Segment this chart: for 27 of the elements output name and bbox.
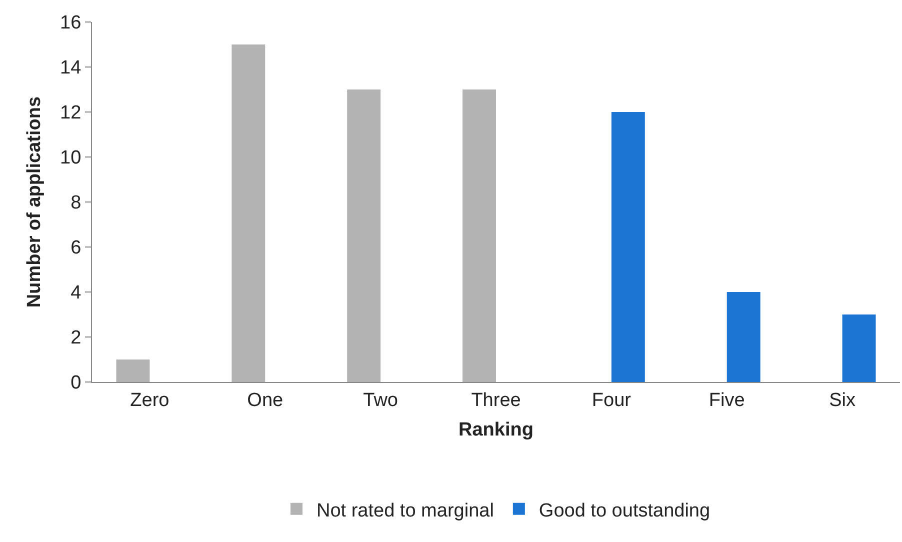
y-tick-label: 4 [70, 282, 82, 304]
y-axis-title: Number of applications [24, 96, 45, 308]
bar [232, 44, 266, 382]
x-tick-label: One [247, 390, 284, 411]
y-tick-label: 8 [70, 192, 82, 214]
x-tick-label: Six [829, 390, 856, 411]
y-tick-label: 16 [60, 12, 82, 34]
x-tick-label: Zero [130, 390, 170, 411]
x-tick-label: Four [592, 390, 632, 411]
bar [462, 90, 496, 382]
x-tick-label: Five [708, 390, 745, 411]
bar [347, 90, 381, 382]
x-tick-label: Two [363, 390, 398, 411]
y-tick-label: 2 [70, 328, 82, 349]
legend-label: Good to outstanding [538, 500, 710, 522]
bar [842, 314, 876, 382]
bar [726, 292, 760, 382]
y-tick-label: 12 [60, 102, 82, 124]
legend-label: Not rated to marginal [316, 500, 494, 522]
x-tick-label: Three [471, 390, 521, 411]
y-tick-label: 6 [70, 238, 82, 259]
bar [611, 112, 645, 382]
y-tick-label: 10 [60, 148, 82, 169]
bar [116, 360, 150, 382]
y-tick-label: 0 [70, 372, 82, 394]
x-axis-title: Ranking [458, 420, 534, 441]
y-tick-label: 14 [60, 58, 82, 79]
